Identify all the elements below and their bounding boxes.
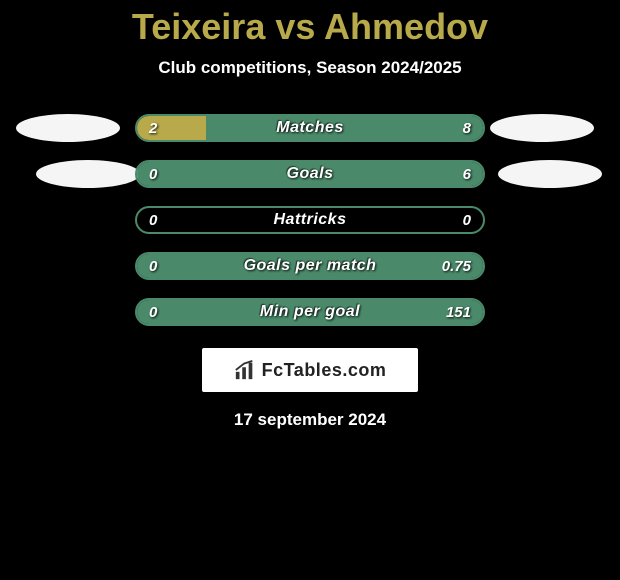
stat-value-player2: 8 xyxy=(463,116,471,140)
stat-row: Matches2 8 xyxy=(0,114,620,142)
stat-label: Goals per match xyxy=(137,254,483,278)
stat-bar: Goals0 6 xyxy=(135,160,485,188)
subtitle: Club competitions, Season 2024/2025 xyxy=(0,58,620,78)
stat-value-player2: 0.75 xyxy=(442,254,471,278)
stat-label: Matches xyxy=(137,116,483,140)
stat-row: Min per goal0 151 xyxy=(0,298,620,326)
stat-value-player1: 0 xyxy=(149,162,157,186)
stat-value-player1: 0 xyxy=(149,208,157,232)
stat-bar: Matches2 8 xyxy=(135,114,485,142)
stat-bar: Hattricks0 0 xyxy=(135,206,485,234)
stats-list: Matches28Goals06Hattricks00Goals per mat… xyxy=(0,114,620,326)
stat-bar: Goals per match0 0.75 xyxy=(135,252,485,280)
chart-icon xyxy=(234,359,256,381)
player2-badge xyxy=(498,160,602,188)
watermark-badge: FcTables.com xyxy=(202,348,418,392)
comparison-infographic: Teixeira vs Ahmedov Club competitions, S… xyxy=(0,6,620,430)
date-label: 17 september 2024 xyxy=(0,410,620,430)
stat-value-player2: 151 xyxy=(446,300,471,324)
stat-label: Hattricks xyxy=(137,208,483,232)
stat-bar: Min per goal0 151 xyxy=(135,298,485,326)
stat-value-player2: 6 xyxy=(463,162,471,186)
player2-badge xyxy=(490,114,594,142)
stat-value-player1: 0 xyxy=(149,300,157,324)
stat-value-player1: 2 xyxy=(149,116,157,140)
stat-value-player2: 0 xyxy=(463,208,471,232)
stat-label: Goals xyxy=(137,162,483,186)
stat-label: Min per goal xyxy=(137,300,483,324)
stat-row: Goals0 6 xyxy=(0,160,620,188)
stat-row: Goals per match0 0.75 xyxy=(0,252,620,280)
stat-value-player1: 0 xyxy=(149,254,157,278)
stat-row: Hattricks0 0 xyxy=(0,206,620,234)
player1-badge xyxy=(16,114,120,142)
watermark-text: FcTables.com xyxy=(262,360,387,381)
page-title: Teixeira vs Ahmedov xyxy=(0,6,620,48)
player1-badge xyxy=(36,160,140,188)
